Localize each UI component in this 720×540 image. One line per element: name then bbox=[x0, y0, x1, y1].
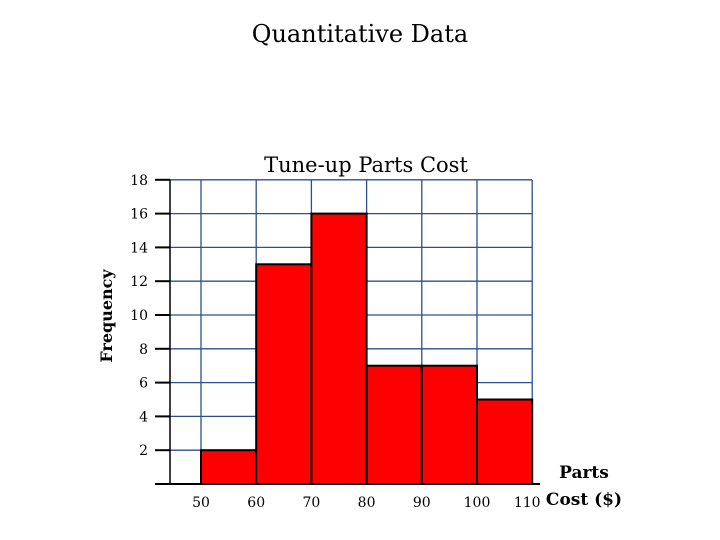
x-tick-label: 60 bbox=[247, 495, 265, 511]
histogram-bar bbox=[310, 212, 368, 485]
y-tick-label: 10 bbox=[130, 308, 148, 324]
histogram-bar bbox=[420, 364, 478, 486]
histogram-bar bbox=[476, 398, 534, 485]
x-tick-label: 90 bbox=[413, 495, 431, 511]
x-tick-label: 80 bbox=[358, 495, 376, 511]
y-tick-label: 6 bbox=[139, 376, 148, 392]
y-axis-label: Frequency bbox=[97, 269, 116, 363]
y-tick-label: 18 bbox=[130, 173, 148, 189]
y-tick-label: 14 bbox=[130, 240, 148, 256]
chart-title: Tune-up Parts Cost bbox=[264, 153, 468, 177]
x-tick-label: 50 bbox=[192, 495, 210, 511]
histogram-bar bbox=[365, 364, 423, 486]
histogram-bar bbox=[200, 449, 258, 486]
x-axis-label-line1: Parts bbox=[559, 463, 609, 483]
y-tick-label: 2 bbox=[139, 443, 148, 459]
y-tick-label: 8 bbox=[139, 342, 148, 358]
y-tick-label: 12 bbox=[130, 274, 148, 290]
slide-title: Quantitative Data bbox=[251, 20, 469, 48]
histogram-bar bbox=[255, 263, 313, 485]
y-tick-label: 4 bbox=[139, 409, 148, 425]
x-tick-label: 110 bbox=[514, 495, 541, 511]
x-axis-label-line2: Cost ($) bbox=[546, 490, 622, 510]
y-tick-label: 16 bbox=[130, 207, 148, 223]
x-tick-label: 100 bbox=[464, 495, 491, 511]
x-tick-label: 70 bbox=[302, 495, 320, 511]
